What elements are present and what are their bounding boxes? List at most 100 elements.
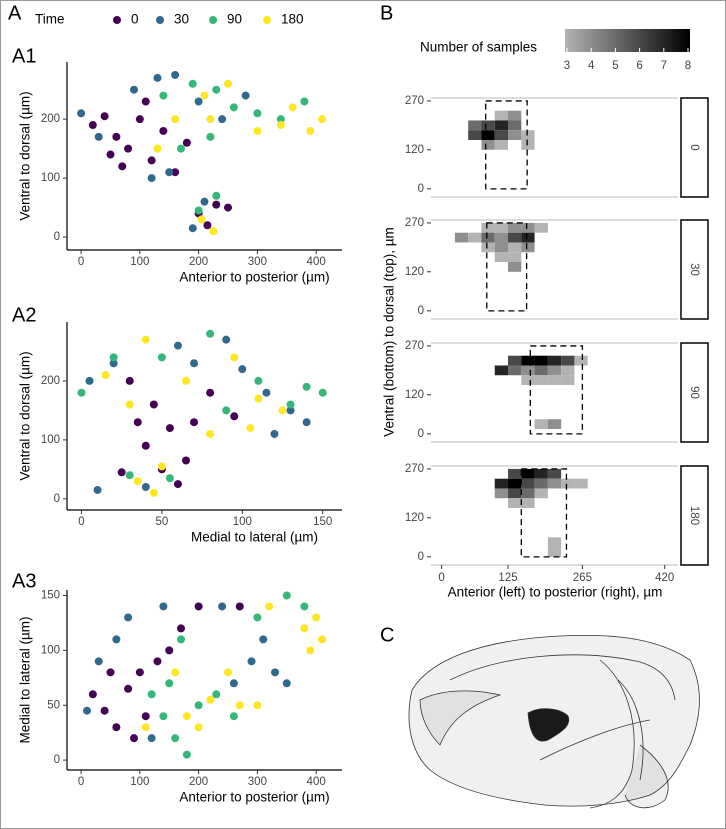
x-tick-label: 300 [248, 776, 267, 788]
heat-cell [521, 130, 535, 141]
x-tick-label: 265 [573, 572, 592, 584]
point [176, 144, 185, 153]
point [206, 695, 215, 704]
heat-cell [521, 242, 535, 253]
colorbar-tick-label: 4 [588, 60, 595, 72]
point [206, 429, 215, 438]
heat-cell [521, 355, 535, 366]
point [246, 424, 255, 433]
heat-cell [561, 355, 575, 366]
heat-cell [521, 478, 535, 489]
x-tick-label: 400 [307, 776, 326, 788]
heat-cell [521, 468, 535, 479]
heat-cell [481, 222, 495, 233]
heat-cell [494, 242, 509, 253]
point [157, 462, 166, 471]
point [149, 400, 158, 409]
x-tick-label: 100 [130, 776, 149, 788]
point [165, 424, 174, 433]
point [212, 200, 221, 209]
point [106, 150, 115, 159]
colorbar-tick-label: 7 [661, 60, 667, 72]
point [149, 488, 158, 497]
point [318, 115, 327, 124]
point [206, 329, 215, 338]
point [306, 646, 315, 655]
heat-cell [468, 120, 482, 131]
heat-cell [508, 478, 522, 489]
point [254, 376, 263, 385]
point [112, 723, 121, 732]
point [270, 429, 279, 438]
point [171, 668, 180, 677]
legend-marker [263, 16, 271, 24]
y-axis-title: Ventral to dorsal (µm) [18, 351, 33, 480]
y-tick-label: 0 [54, 231, 60, 243]
point [200, 91, 209, 100]
point [135, 668, 144, 677]
point [206, 115, 215, 124]
point [135, 115, 144, 124]
heat-cell [494, 140, 509, 150]
heat-cell [494, 120, 509, 131]
heat-cell [534, 375, 548, 386]
point [109, 353, 118, 362]
colorbar [565, 29, 690, 52]
point [125, 400, 134, 409]
point [194, 206, 203, 215]
panel-label: C [380, 624, 394, 646]
heat-cell [481, 120, 495, 131]
point [194, 723, 203, 732]
point [173, 341, 182, 350]
point [282, 679, 291, 688]
point [271, 668, 280, 677]
heat-cell [508, 488, 522, 499]
x-tick-label: 0 [78, 776, 84, 788]
x-tick-label: 100 [233, 516, 252, 528]
heat-cell [494, 252, 509, 263]
legend-marker [113, 16, 121, 24]
point [206, 388, 215, 397]
heat-cell [508, 120, 522, 131]
point [241, 91, 250, 100]
heat-cell [521, 140, 535, 150]
heat-cell [508, 262, 522, 272]
point [141, 441, 150, 450]
point [259, 635, 268, 644]
point [100, 112, 109, 121]
point [235, 602, 244, 611]
point [182, 376, 191, 385]
heat-cell [547, 355, 562, 366]
point [203, 221, 212, 230]
heat-cell [534, 419, 548, 429]
heat-cell [574, 478, 588, 489]
point [212, 85, 221, 94]
point [141, 712, 150, 721]
y-tick-label: 0 [418, 551, 424, 563]
point [147, 174, 156, 183]
x-tick-label: 420 [655, 572, 674, 584]
y-tick-label: 120 [405, 144, 424, 156]
point [101, 371, 110, 380]
heat-cell [534, 222, 548, 233]
x-tick-label: 50 [155, 516, 168, 528]
heat-cell [494, 365, 509, 376]
heat-cell [521, 365, 535, 376]
point [129, 734, 138, 743]
legend-title: Time [35, 12, 65, 27]
x-tick-label: 0 [78, 256, 84, 268]
point [182, 138, 191, 147]
heat-cell [508, 498, 522, 509]
y-tick-label: 200 [41, 375, 60, 387]
point [200, 197, 209, 206]
point [124, 684, 133, 693]
point [235, 701, 244, 710]
facet-strip [680, 97, 709, 198]
facet-label: 0 [688, 144, 700, 150]
y-tick-label: 270 [405, 217, 424, 229]
heat-cell [481, 242, 495, 253]
heat-cell [547, 365, 562, 376]
point [125, 376, 134, 385]
